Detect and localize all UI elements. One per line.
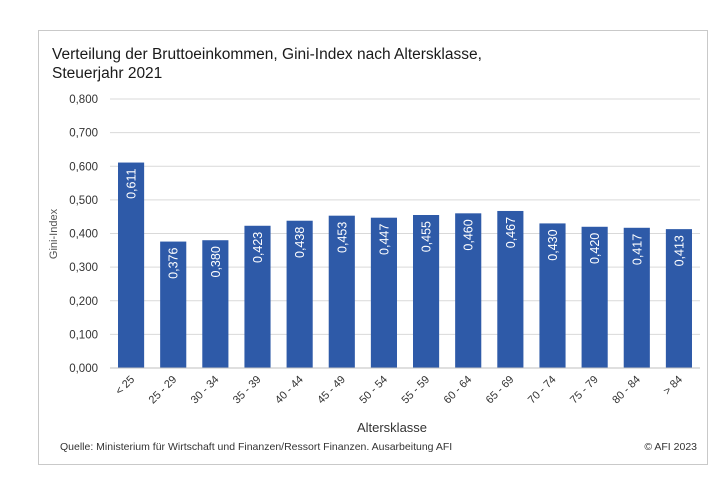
data-label: 0,430 (546, 229, 560, 260)
x-tick-label: 55 - 59 (399, 374, 432, 407)
x-tick-label: 75 - 79 (568, 374, 601, 407)
data-label: 0,413 (672, 235, 686, 266)
y-tick-label: 0,100 (69, 329, 98, 341)
bar (286, 220, 313, 368)
y-tick-label: 0,000 (69, 363, 98, 375)
x-tick-label: 70 - 74 (526, 374, 559, 407)
x-tick-label: 45 - 49 (315, 374, 348, 407)
data-label: 0,420 (588, 233, 602, 264)
y-tick-label: 0,700 (69, 128, 98, 140)
bar (328, 215, 355, 368)
copyright-note: © AFI 2023 (644, 441, 697, 453)
bar (497, 210, 524, 368)
bar (370, 217, 397, 368)
bar (455, 213, 482, 368)
data-label: 0,460 (462, 219, 476, 250)
chart-title: Verteilung der Bruttoeinkommen, Gini-Ind… (52, 45, 652, 83)
x-tick-label: < 25 (113, 374, 137, 398)
data-label: 0,611 (125, 169, 139, 199)
x-axis-ticks: < 25 25 - 29 30 - 34 35 - 39 40 - 44 45 - 49 5… (113, 374, 685, 407)
bars: 0,611 0,376 0,380 0,423 0,438 0,453 0,447 0,455… (118, 162, 692, 368)
bar (244, 225, 271, 368)
data-label: 0,447 (377, 224, 391, 255)
y-tick-label: 0,300 (69, 262, 98, 274)
x-tick-label: 65 - 69 (484, 374, 517, 407)
x-tick-label: 60 - 64 (442, 374, 475, 407)
y-axis-label: Gini-Index (48, 208, 60, 259)
bar (118, 162, 145, 368)
chart-title-line-2: Steuerjahr 2021 (52, 65, 163, 82)
bar (413, 215, 440, 368)
data-label: 0,376 (167, 248, 181, 279)
data-label: 0,453 (335, 222, 349, 253)
data-label: 0,467 (504, 217, 518, 248)
x-axis-label: Altersklasse (357, 420, 427, 435)
bar (202, 240, 229, 368)
data-label: 0,438 (293, 227, 307, 258)
bar (623, 227, 650, 368)
x-tick-label: 40 - 44 (273, 374, 306, 407)
x-tick-label: > 84 (661, 374, 685, 398)
y-tick-label: 0,500 (69, 195, 98, 207)
bar (160, 241, 187, 368)
y-axis-ticks: 0,000 0,100 0,200 0,300 0,400 0,500 0,600 0,700… (69, 94, 98, 375)
source-note: Quelle: Ministerium für Wirtschaft und F… (60, 441, 453, 453)
data-label: 0,423 (251, 232, 265, 263)
y-tick-label: 0,800 (69, 94, 98, 106)
data-label: 0,455 (420, 221, 434, 252)
y-tick-label: 0,400 (69, 229, 98, 241)
bar (581, 226, 608, 368)
x-tick-label: 50 - 54 (357, 374, 390, 407)
gridlines (110, 98, 700, 335)
data-label: 0,380 (209, 246, 223, 277)
bar (539, 223, 566, 368)
y-tick-label: 0,200 (69, 296, 98, 308)
bar (665, 229, 692, 368)
x-tick-label: 80 - 84 (610, 374, 643, 407)
y-tick-label: 0,600 (69, 161, 98, 173)
x-tick-label: 30 - 34 (189, 374, 222, 407)
x-tick-label: 35 - 39 (231, 374, 264, 407)
chart-title-line-1: Verteilung der Bruttoeinkommen, Gini-Ind… (52, 46, 482, 63)
x-tick-label: 25 - 29 (147, 374, 180, 407)
data-label: 0,417 (630, 234, 644, 265)
